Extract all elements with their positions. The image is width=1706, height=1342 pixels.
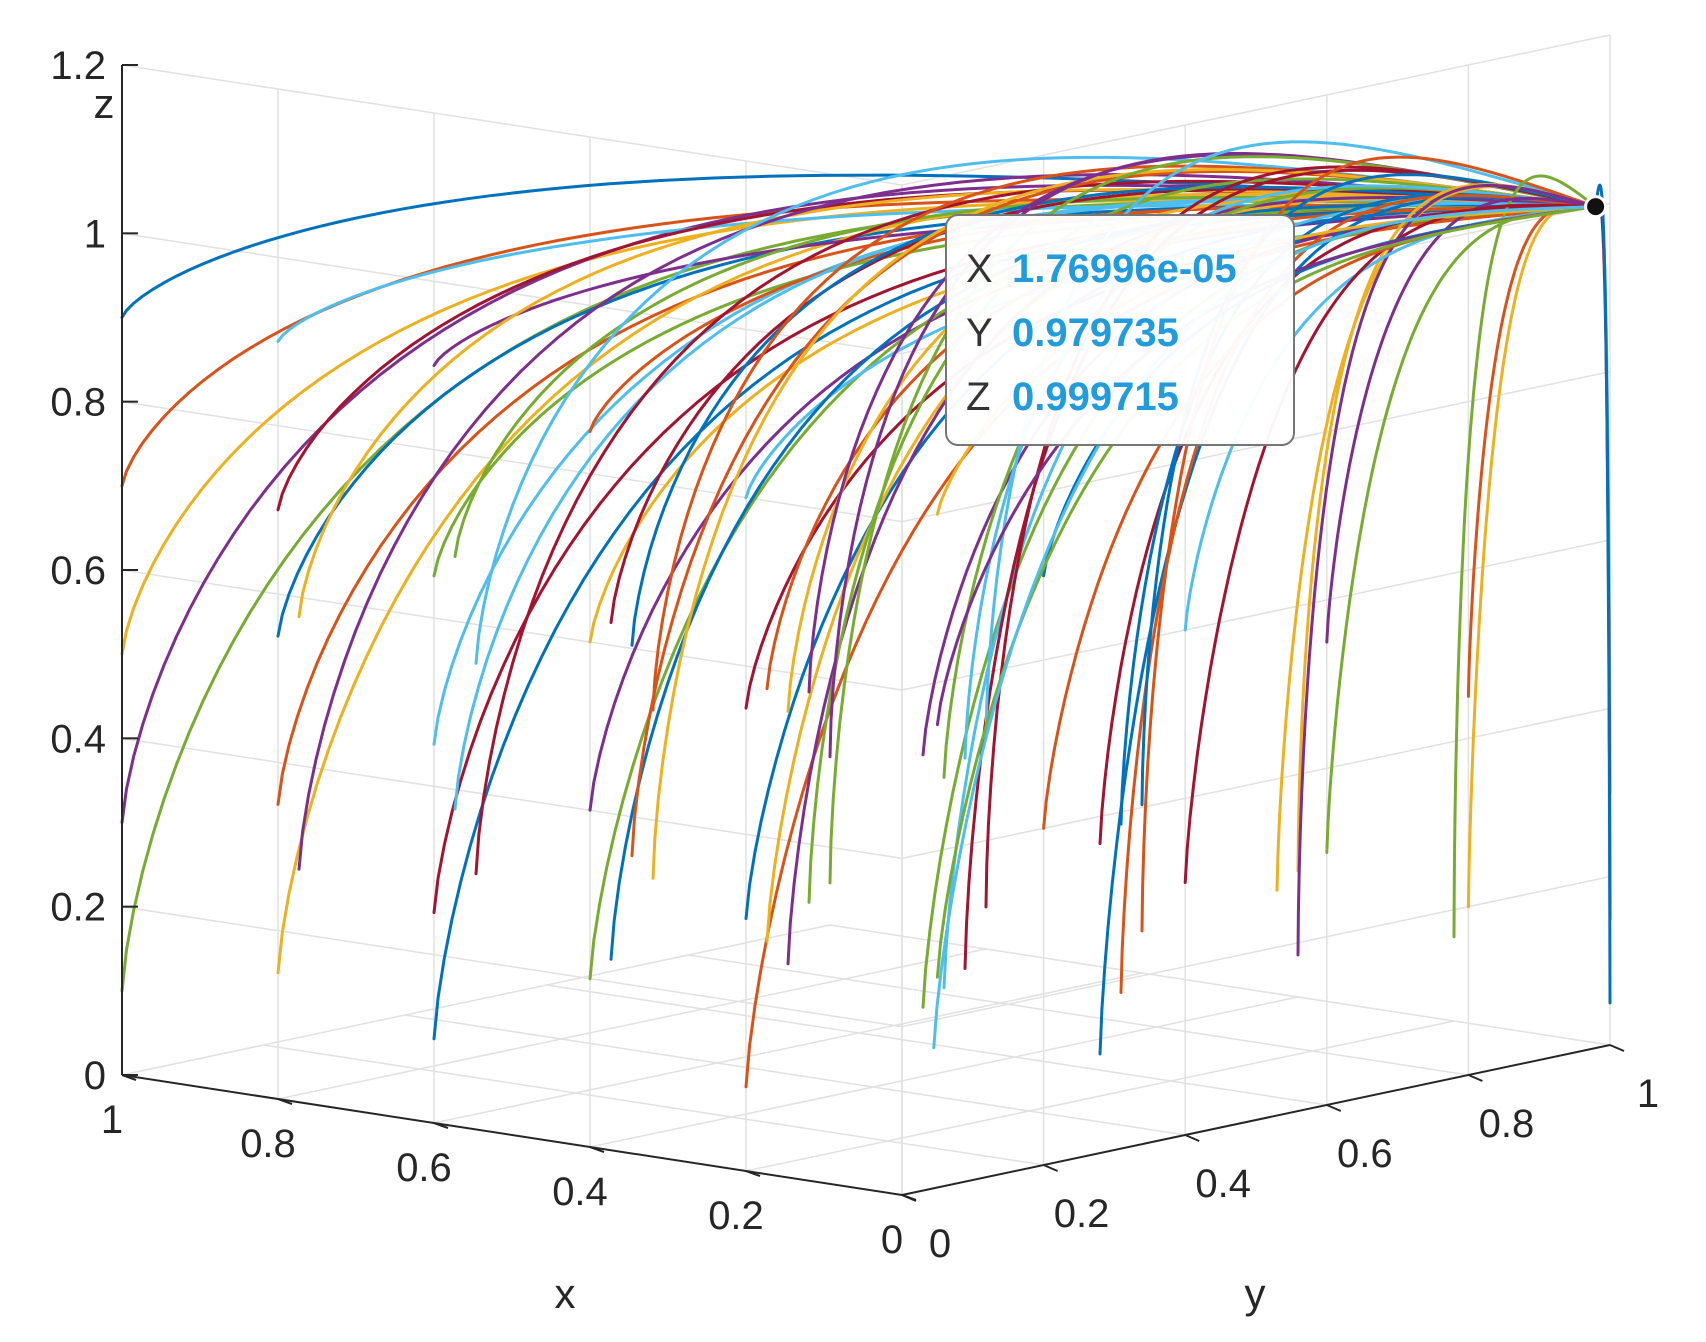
x-tick-label-0.2: 0.2 — [708, 1194, 764, 1238]
datatip-y-key: Y — [966, 311, 993, 355]
trajectory-60 — [1296, 183, 1598, 957]
grid-line-floor-y-0.6 — [546, 984, 1327, 1106]
grid-line-left-z-0.8 — [121, 400, 903, 523]
x-tick-0.8 — [277, 1098, 293, 1105]
y-axis-line — [901, 1044, 1611, 1196]
axes — [121, 64, 1625, 1202]
grid-line-back-z-1.2 — [901, 34, 1611, 186]
grid-line-floor-y-0.8 — [688, 954, 1469, 1076]
grid-line-floor-x-0.6 — [433, 972, 1143, 1124]
y-tick-0.2 — [1043, 1164, 1058, 1172]
grid-line-floor-x-1 — [121, 924, 831, 1076]
grid-line-floor-y-0.2 — [263, 1044, 1044, 1166]
grid-line-left-z-0.4 — [121, 737, 903, 860]
grid-line-floor-y-0.4 — [405, 1014, 1186, 1136]
x-tick-label-0.4: 0.4 — [552, 1170, 608, 1214]
z-tick-label-0.2: 0.2 — [50, 886, 106, 930]
x-tick-label-1: 1 — [101, 1098, 123, 1142]
datatip: X 1.76996e-05 Y 0.979735 Z 0.999715 — [945, 214, 1295, 446]
x-tick-label-0.6: 0.6 — [396, 1146, 452, 1190]
y-tick-label-1: 1 — [1637, 1072, 1659, 1116]
grid-line-floor-x-0.8 — [277, 948, 987, 1100]
y-tick-label-0: 0 — [929, 1222, 951, 1266]
y-axis-label: y — [1245, 1270, 1266, 1317]
grid-line-floor-x-0.4 — [589, 996, 1299, 1148]
y-tick-1 — [1609, 1044, 1625, 1052]
datatip-z-key: Z — [966, 375, 990, 419]
x-tick-label-0.8: 0.8 — [240, 1122, 296, 1166]
trajectory-61 — [1452, 174, 1598, 939]
grid-line-floor-x-0.2 — [745, 1020, 1455, 1172]
x-tick-0.2 — [745, 1170, 761, 1177]
y-tick-label-0.8: 0.8 — [1479, 1102, 1535, 1146]
grid-line-left-z-0.6 — [121, 569, 903, 691]
grid-line-back-z-0.4 — [901, 707, 1611, 860]
y-tick-0.8 — [1468, 1074, 1483, 1082]
trajectory-64 — [1594, 183, 1612, 1005]
z-tick-label-0.4: 0.4 — [50, 717, 106, 761]
grid-line-back-z-0.6 — [901, 539, 1611, 691]
trajectory-57 — [1140, 173, 1598, 807]
datatip-marker[interactable] — [1584, 195, 1608, 219]
trajectory-52 — [1275, 185, 1598, 892]
trajectory-59 — [1296, 182, 1598, 873]
z-tick-label-1: 1 — [84, 212, 106, 256]
x-tick-1 — [121, 1074, 137, 1081]
datatip-z-value: 0.999715 — [1012, 375, 1179, 419]
x-tick-0.4 — [589, 1146, 605, 1153]
trajectories — [120, 140, 1612, 1089]
datatip-box — [945, 214, 1295, 446]
z-tick-label-0.8: 0.8 — [50, 381, 106, 425]
grid-line-back-z-0.2 — [901, 875, 1611, 1028]
y-tick-0.4 — [1184, 1134, 1200, 1142]
grid-line-left-z-1.2 — [121, 64, 903, 186]
z-axis-label: z — [94, 80, 115, 127]
grid-line-back-z-0.8 — [901, 370, 1611, 523]
z-tick-label-1.2: 1.2 — [50, 44, 106, 88]
y-tick-0.6 — [1326, 1104, 1342, 1112]
z-tick-label-0: 0 — [84, 1054, 106, 1098]
trajectory-58 — [1140, 155, 1598, 933]
grid-line-floor-y-1 — [829, 924, 1611, 1046]
tick-labels: 00.20.40.60.811.200.20.40.60.8100.20.40.… — [50, 44, 1659, 1266]
trajectory-35 — [474, 179, 1598, 876]
trajectory-67 — [1325, 196, 1598, 644]
y-tick-label-0.2: 0.2 — [1054, 1192, 1110, 1236]
x-tick-label-0: 0 — [881, 1218, 903, 1262]
y-tick-label-0.4: 0.4 — [1195, 1162, 1251, 1206]
y-tick-0 — [901, 1194, 917, 1202]
z-tick-label-0.6: 0.6 — [50, 549, 106, 593]
datatip-x-key: X — [966, 247, 993, 291]
grid-line-left-z-0.2 — [121, 905, 903, 1028]
x-axis-line — [121, 1074, 903, 1196]
trajectory-15 — [432, 205, 1598, 1041]
datatip-y-value: 0.979735 — [1012, 311, 1179, 355]
y-tick-label-0.6: 0.6 — [1337, 1132, 1393, 1176]
trajectory-70 — [1183, 203, 1598, 884]
x-axis-label: x — [555, 1270, 576, 1317]
trajectory-2 — [120, 197, 1598, 488]
datatip-x-value: 1.76996e-05 — [1012, 247, 1237, 291]
x-tick-0.6 — [433, 1122, 449, 1129]
